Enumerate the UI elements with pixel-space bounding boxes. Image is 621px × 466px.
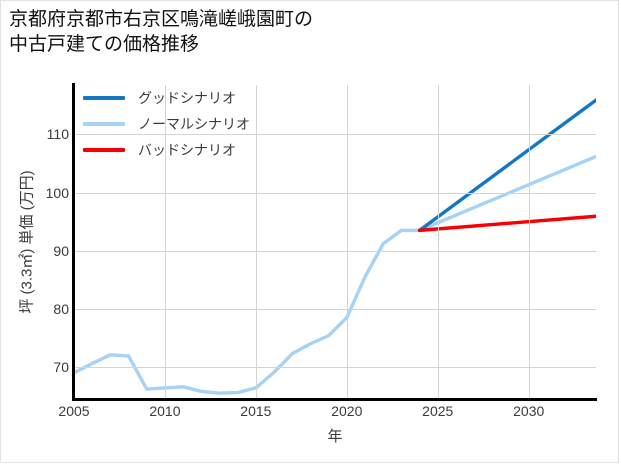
series-line bbox=[74, 154, 596, 395]
gridline-horizontal bbox=[74, 250, 596, 252]
gridline-horizontal bbox=[74, 192, 596, 194]
gridline-vertical bbox=[528, 85, 530, 399]
legend-item[interactable]: グッドシナリオ bbox=[83, 89, 250, 106]
gridline-vertical bbox=[164, 85, 166, 399]
gridline-horizontal bbox=[74, 308, 596, 310]
legend-label: グッドシナリオ bbox=[138, 89, 236, 106]
chart-legend: グッドシナリオ ノーマルシナリオ バッドシナリオ bbox=[83, 89, 250, 158]
legend-item[interactable]: バッドシナリオ bbox=[83, 141, 250, 158]
series-line bbox=[417, 214, 596, 233]
x-axis-label: 年 bbox=[327, 428, 343, 445]
y-axis-tick: 70 bbox=[53, 359, 69, 376]
y-axis-label-text: 坪 (3.3㎡) 単価 (万円) bbox=[18, 170, 36, 314]
gridline-vertical bbox=[437, 85, 439, 399]
legend-swatch-icon bbox=[83, 147, 125, 152]
x-axis-tick: 2005 bbox=[58, 403, 90, 419]
gridline-vertical bbox=[255, 85, 257, 399]
legend-swatch-icon bbox=[83, 95, 125, 100]
y-axis-tick-labels: 70 80 90 100 110 bbox=[1, 1, 69, 466]
y-axis-tick: 90 bbox=[53, 242, 69, 259]
legend-item[interactable]: ノーマルシナリオ bbox=[83, 115, 250, 132]
x-axis-tick: 2020 bbox=[331, 403, 363, 419]
gridline-vertical bbox=[346, 85, 348, 399]
y-axis-tick: 80 bbox=[53, 300, 69, 317]
y-axis-tick: 100 bbox=[45, 184, 69, 201]
x-axis-tick: 2030 bbox=[513, 403, 545, 419]
x-axis-tick: 2010 bbox=[149, 403, 181, 419]
gridline-horizontal bbox=[74, 134, 596, 136]
series-line bbox=[417, 97, 596, 233]
chart-title: 京都府京都市右京区鳴滝嵯峨園町の 中古戸建ての価格推移 bbox=[9, 9, 314, 56]
legend-swatch-icon bbox=[83, 121, 125, 126]
y-axis-spine bbox=[72, 83, 75, 401]
y-axis-label: 坪 (3.3㎡) 単価 (万円) bbox=[15, 85, 37, 399]
x-axis-tick: 2025 bbox=[422, 403, 454, 419]
x-axis-spine bbox=[72, 398, 597, 401]
y-axis-tick: 110 bbox=[46, 126, 69, 143]
x-axis-tick: 2015 bbox=[240, 403, 272, 419]
gridline-horizontal bbox=[74, 367, 596, 369]
legend-label: ノーマルシナリオ bbox=[138, 115, 250, 132]
legend-label: バッドシナリオ bbox=[138, 141, 236, 158]
